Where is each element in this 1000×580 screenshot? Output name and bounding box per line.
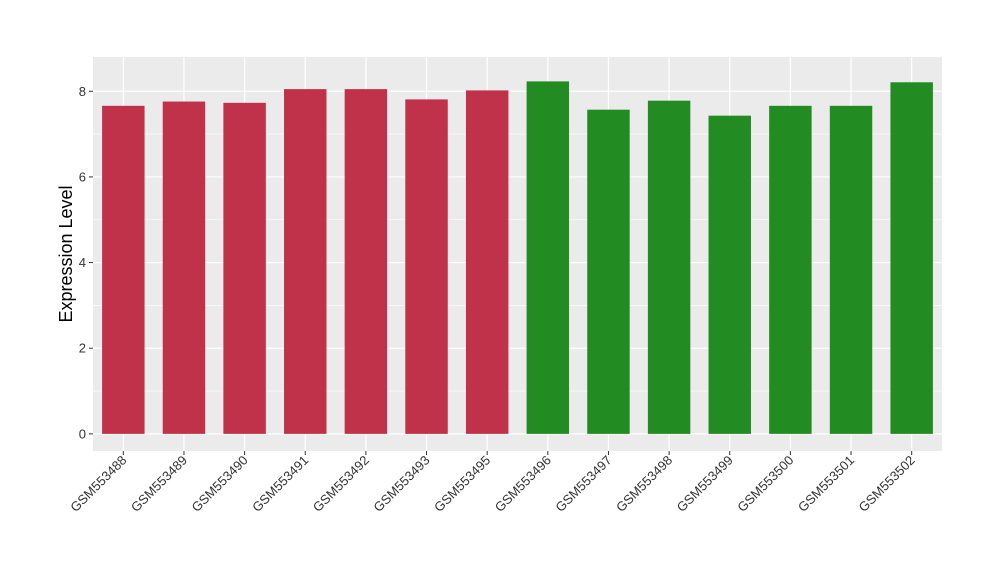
x-tick-label: GSM553491 — [249, 453, 311, 515]
plot-panel — [93, 57, 942, 451]
bar-GSM553489 — [162, 101, 206, 434]
bars — [102, 81, 933, 434]
x-tick-label: GSM553497 — [552, 453, 614, 515]
y-tick-label: 8 — [79, 84, 86, 99]
x-tick-label: GSM553490 — [189, 453, 251, 515]
bar-GSM553502 — [890, 82, 933, 434]
x-tick-label: GSM553501 — [795, 453, 857, 515]
y-tick-label: 6 — [79, 169, 86, 184]
x-tick-label: GSM553495 — [431, 453, 493, 515]
x-tick-label: GSM553498 — [613, 453, 675, 515]
bar-GSM553498 — [647, 100, 691, 434]
bar-GSM553500 — [769, 105, 812, 434]
bar-GSM553488 — [102, 105, 145, 434]
x-tick-label: GSM553488 — [67, 453, 129, 515]
bar-GSM553490 — [223, 102, 266, 434]
bar-GSM553493 — [405, 99, 448, 434]
bar-GSM553491 — [284, 89, 327, 434]
bar-GSM553497 — [587, 109, 630, 434]
bar-GSM553501 — [829, 105, 873, 434]
x-tick-label: GSM553496 — [492, 453, 554, 515]
bar-GSM553499 — [708, 115, 751, 434]
x-tick-label: GSM553492 — [310, 453, 372, 515]
bar-GSM553495 — [465, 90, 509, 434]
bar-GSM553496 — [526, 81, 570, 434]
y-axis-title: Expression Level — [56, 185, 76, 322]
x-tick-label: GSM553489 — [128, 453, 190, 515]
y-tick-label: 4 — [79, 255, 86, 270]
y-tick-label: 0 — [79, 426, 86, 441]
y-tick-label: 2 — [79, 341, 86, 356]
x-tick-label: GSM553499 — [674, 453, 736, 515]
x-tick-label: GSM553493 — [370, 453, 432, 515]
bar-GSM553492 — [344, 89, 388, 434]
x-tick-label: GSM553500 — [734, 453, 796, 515]
x-tick-label: GSM553502 — [856, 453, 918, 515]
